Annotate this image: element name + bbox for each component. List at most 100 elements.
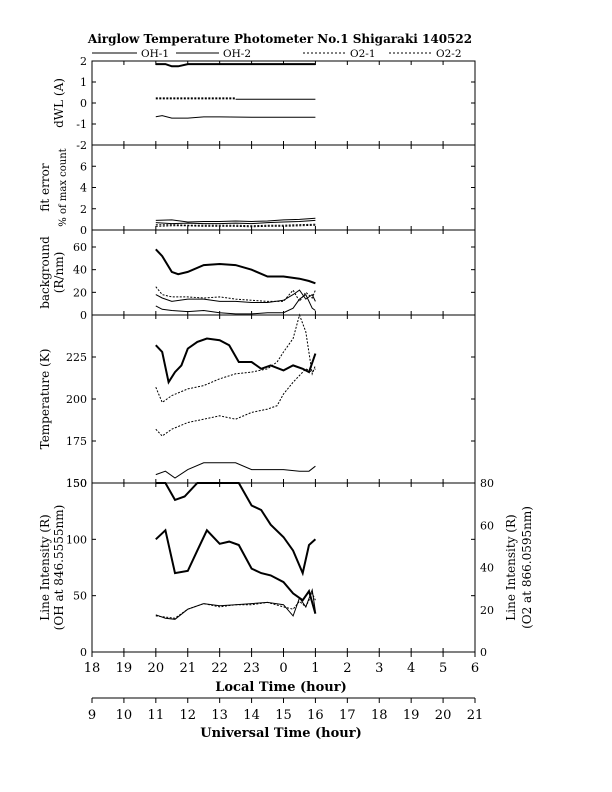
y-tick-label: 4: [80, 182, 87, 195]
series-line-bg-0: [155, 248, 316, 285]
panel-frame: [91, 482, 476, 653]
panel-frame: [91, 229, 476, 316]
y-tick-label: 0: [80, 309, 87, 322]
y-right-tick-label: 60: [480, 519, 494, 532]
legend-oh2: OH-2: [223, 48, 251, 60]
x-tick-label: 21: [179, 661, 196, 676]
x-tick-label: 1: [311, 661, 319, 676]
y-tick-label: -1: [76, 118, 87, 131]
series-line-int-0: [155, 482, 317, 577]
y-tick-label: 150: [66, 477, 87, 490]
x-tick-label: 22: [211, 661, 228, 676]
x-tick-label: 20: [148, 661, 165, 676]
series-line-temp-2: [155, 368, 316, 437]
series-line-int-1: [155, 528, 317, 614]
y-right-tick-label: 80: [480, 477, 494, 490]
series-line-temp-3: [155, 462, 316, 479]
y-tick-label: 150: [66, 477, 87, 490]
y-tick-label: 0: [80, 646, 87, 659]
y-axis-sublabel: (OH at 846.5555nm): [52, 505, 66, 631]
y-axis-right-label: Line Intensity (R): [504, 514, 518, 620]
y-right-tick-label: 40: [480, 562, 494, 575]
series-line-int-3: [155, 588, 316, 620]
x-axes: 18 19 20 21 22 23 0 1 2 3 4 5 69 10 11 12 13 14 15 16 17 18 19…: [84, 652, 484, 723]
series-line-temp-0: [155, 337, 317, 385]
panel-frame: [91, 144, 476, 231]
x-tick-label: 4: [407, 661, 415, 676]
y-tick-label: 2: [80, 55, 87, 68]
series-line-dwl-3: [155, 115, 316, 119]
x-tick-label: 21: [467, 708, 484, 723]
chart-title: Airglow Temperature Photometer No.1 Shig…: [87, 32, 472, 46]
y-tick-label: 60: [73, 241, 87, 254]
x-axis-universal-label: Universal Time (hour): [200, 726, 362, 741]
y-tick-label: 225: [66, 351, 87, 364]
y-right-tick-label: 20: [480, 604, 494, 617]
y-right-tick-label: 0: [480, 646, 487, 659]
x-tick-label: 16: [307, 708, 324, 723]
panel-bg: 60 40 20 0 background (R/nm): [38, 229, 476, 322]
y-axis-label: background: [38, 236, 52, 309]
panel-temp: 225 200 175 150 Temperature (K): [38, 313, 476, 490]
y-tick-label: 40: [73, 264, 87, 277]
y-tick-label: 0: [80, 224, 87, 237]
y-tick-label: 200: [66, 393, 87, 406]
series-line-fit-0: [155, 217, 316, 223]
x-tick-label: 15: [275, 708, 292, 723]
legend-o22: O2-2: [436, 48, 462, 60]
y-tick-label: 6: [80, 160, 87, 173]
x-axis-universal: 9 10 11 12 13 14 15 16 17 18 19 20 21: [88, 697, 484, 723]
x-tick-label: 3: [375, 661, 383, 676]
series-line-temp-1: [155, 313, 316, 404]
panel-fit: 6 4 2 0 fit error % of max count: [38, 144, 476, 237]
y-axis-label: Temperature (K): [38, 349, 52, 450]
series-line-fit-1: [155, 219, 316, 225]
series-line-int-2: [155, 592, 316, 619]
y-tick-label: 1: [80, 76, 87, 89]
x-tick-label: 5: [439, 661, 447, 676]
series-line-bg-3: [155, 293, 316, 315]
x-tick-label: 14: [243, 708, 260, 723]
x-tick-label: 0: [279, 661, 287, 676]
x-tick-label: 10: [116, 708, 133, 723]
x-tick-label: 17: [339, 708, 356, 723]
series-line-dwl-0: [155, 63, 316, 68]
y-tick-label: 100: [66, 533, 87, 546]
x-tick-label: 11: [148, 708, 165, 723]
y-tick-label: 2: [80, 203, 87, 216]
y-tick-label: 20: [73, 286, 87, 299]
x-tick-label: 2: [343, 661, 351, 676]
y-tick-label: 0: [80, 97, 87, 110]
x-axis-local: 18 19 20 21 22 23 0 1 2 3 4 5 6: [84, 652, 479, 676]
panel-frame: [91, 60, 476, 146]
y-axis-label: fit error: [38, 163, 52, 211]
legend: OH-1 OH-2 O2-1 O2-2: [92, 48, 462, 60]
y-tick-label: 50: [73, 590, 87, 603]
x-tick-label: 23: [243, 661, 260, 676]
y-axis-label: Line Intensity (R): [38, 514, 52, 620]
x-tick-label: 19: [116, 661, 133, 676]
panel-dwl: 2 1 0 -1 -2 dWL (A): [52, 55, 476, 152]
series-line-fit-2: [155, 223, 316, 227]
y-tick-label: -2: [76, 139, 87, 152]
y-axis-label: dWL (A): [52, 78, 66, 128]
panel-frame: [91, 314, 476, 484]
x-tick-label: 20: [435, 708, 452, 723]
y-axis-right-sublabel: (O2 at 866.0595nm): [520, 506, 534, 629]
series-line-fit-3: [155, 224, 316, 228]
x-tick-label: 9: [88, 708, 96, 723]
y-tick-label: 175: [66, 435, 87, 448]
legend-o21: O2-1: [350, 48, 376, 60]
x-tick-label: 18: [371, 708, 388, 723]
x-tick-label: 12: [179, 708, 196, 723]
y-axis-sublabel: % of max count: [58, 148, 69, 226]
x-tick-label: 19: [403, 708, 420, 723]
legend-oh1: OH-1: [141, 48, 169, 60]
x-tick-label: 18: [84, 661, 101, 676]
x-tick-label: 13: [211, 708, 228, 723]
x-tick-label: 6: [471, 661, 479, 676]
y-axis-sublabel: (R/nm): [52, 252, 66, 294]
